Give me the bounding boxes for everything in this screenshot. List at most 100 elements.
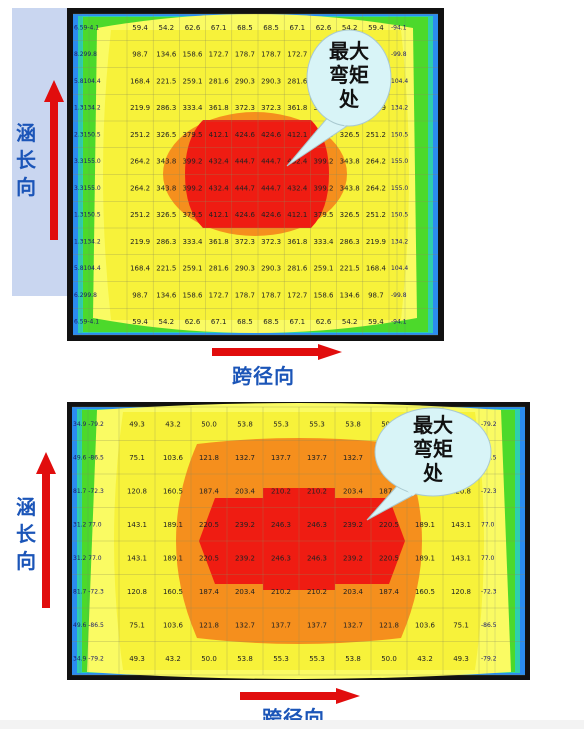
- cell-value: 59.4: [368, 24, 384, 32]
- cell-value: 50.0: [381, 655, 397, 663]
- cell-value: 246.3: [307, 521, 327, 529]
- cell-value: 120.8: [451, 588, 471, 596]
- edge-value-right: -94.1: [391, 319, 407, 326]
- cell-value: 286.3: [340, 238, 360, 246]
- cell-value: 246.3: [271, 521, 291, 529]
- cell-value: 43.2: [165, 420, 181, 428]
- cell-value: 333.4: [182, 104, 203, 112]
- cell-value: 62.6: [316, 318, 332, 326]
- cell-value: 120.8: [451, 487, 471, 495]
- cell-value: 264.2: [366, 158, 386, 166]
- cell-value: 75.1: [129, 621, 145, 629]
- cell-value: 137.7: [307, 454, 327, 462]
- cell-value: 220.5: [379, 554, 399, 562]
- cell-value: 187.4: [199, 588, 220, 596]
- edge-value-left: 3.3155.0: [74, 158, 101, 165]
- cell-value: 326.5: [156, 211, 176, 219]
- edge-value-right: 104.4: [391, 265, 408, 272]
- edge-value-left: 49.6 -86.5: [73, 622, 104, 629]
- cell-value: 203.4: [235, 487, 256, 495]
- cell-value: 286.3: [156, 238, 176, 246]
- cell-value: 432.4: [287, 158, 308, 166]
- edge-value-right: -86.5: [481, 622, 497, 629]
- cell-value: 203.4: [343, 588, 364, 596]
- cell-value: 264.2: [130, 158, 150, 166]
- cell-value: 361.8: [209, 238, 229, 246]
- cell-value: 103.6: [163, 621, 184, 629]
- cell-value: 239.2: [235, 554, 255, 562]
- cell-value: 399.2: [182, 158, 202, 166]
- cell-value: 424.6: [235, 131, 256, 139]
- cell-value: 246.3: [271, 554, 291, 562]
- cell-value: 59.4: [132, 24, 148, 32]
- cell-value: 333.4: [313, 238, 334, 246]
- cell-value: 187.4: [379, 588, 400, 596]
- bottom-y-axis-label: 涵长向: [14, 494, 38, 575]
- cell-value: 189.1: [415, 554, 435, 562]
- cell-value: 432.4: [287, 184, 308, 192]
- cell-value: 239.2: [343, 554, 363, 562]
- cell-value: 444.7: [235, 184, 255, 192]
- edge-value-right: 104.4: [391, 78, 408, 85]
- edge-value-right: -79.2: [481, 655, 497, 662]
- edge-value-left: 6.59-4.1: [74, 319, 99, 326]
- cell-value: 424.6: [235, 211, 256, 219]
- cell-value: 432.4: [209, 158, 230, 166]
- edge-value-right: -72.3: [481, 588, 497, 595]
- cell-value: 281.6: [287, 77, 308, 85]
- cell-value: 444.7: [235, 158, 255, 166]
- edge-value-right: -72.3: [481, 488, 497, 495]
- edge-value-left: 31.2 77.0: [73, 521, 102, 528]
- top-y-label-text: 涵长向: [16, 121, 36, 199]
- cell-value: 160.5: [415, 588, 435, 596]
- cell-value: 132.7: [235, 454, 255, 462]
- cell-value: 264.2: [366, 184, 386, 192]
- cell-value: 251.2: [130, 211, 150, 219]
- cell-value: 220.5: [199, 521, 219, 529]
- cell-value: 98.7: [132, 291, 148, 299]
- cell-value: 67.1: [211, 24, 227, 32]
- cell-value: 220.5: [199, 554, 219, 562]
- cell-value: 264.2: [130, 184, 150, 192]
- cell-value: 59.4: [368, 318, 384, 326]
- edge-value-left: 6.299.8: [74, 292, 97, 299]
- edge-value-right: -99.8: [391, 292, 407, 299]
- cell-value: 49.3: [129, 655, 145, 663]
- top-heatmap: 59.4 54.2 62.6 67.1 68.5 68.5 67.1 62.6 54.2 59.4…: [67, 8, 444, 341]
- cell-value: 137.7: [307, 621, 327, 629]
- cell-value: 67.1: [211, 318, 227, 326]
- cell-value: 399.2: [313, 184, 333, 192]
- top-x-arrow: [212, 344, 342, 360]
- cell-value: 326.5: [340, 131, 360, 139]
- cell-value: 137.7: [271, 621, 291, 629]
- cell-value: 178.7: [235, 291, 255, 299]
- cell-value: 54.2: [159, 24, 175, 32]
- cell-value: 343.8: [156, 158, 176, 166]
- edge-value-right: -99.8: [391, 51, 407, 58]
- cell-value: 54.2: [342, 24, 358, 32]
- cell-value: 137.7: [271, 454, 291, 462]
- bottom-x-arrow: [240, 688, 360, 704]
- cell-value: 189.1: [163, 554, 183, 562]
- edge-value-left: 49.6 -86.5: [73, 454, 104, 461]
- cell-value: 379.5: [182, 211, 202, 219]
- cell-value: 379.5: [313, 211, 333, 219]
- cell-value: 172.7: [209, 291, 229, 299]
- cell-value: 203.4: [235, 588, 256, 596]
- cell-value: 290.3: [235, 265, 255, 273]
- edge-value-right: -94.1: [391, 24, 407, 31]
- cell-value: 326.5: [340, 211, 360, 219]
- cell-value: 220.5: [379, 521, 399, 529]
- cell-value: 372.3: [261, 238, 281, 246]
- cell-value: 221.5: [156, 265, 176, 273]
- cell-value: 424.6: [261, 131, 282, 139]
- cell-value: 143.1: [127, 521, 147, 529]
- top-y-arrow: [44, 80, 64, 240]
- cell-value: 246.3: [307, 554, 327, 562]
- cell-value: 343.8: [156, 184, 176, 192]
- cell-value: 132.7: [235, 621, 255, 629]
- cell-value: 210.2: [271, 487, 291, 495]
- edge-value-left: 34.9 -79.2: [73, 655, 104, 662]
- cell-value: 343.8: [340, 158, 360, 166]
